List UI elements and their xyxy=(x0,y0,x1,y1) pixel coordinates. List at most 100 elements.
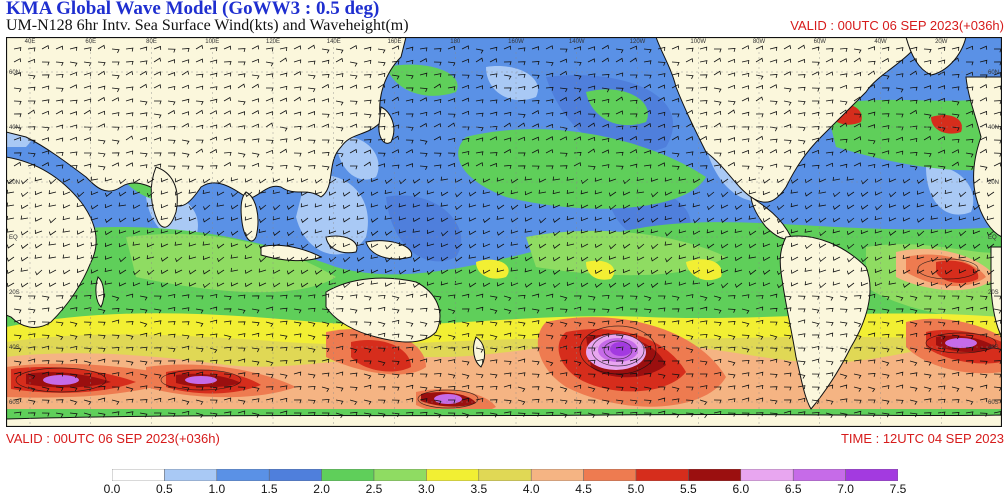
wind-barb xyxy=(335,386,344,392)
wind-barb xyxy=(566,230,575,235)
wind-barb xyxy=(587,136,596,141)
wind-barb xyxy=(139,295,148,301)
wind-barb xyxy=(349,112,358,117)
wind-barb xyxy=(202,282,211,289)
wind-barb xyxy=(364,360,372,365)
wind-barb xyxy=(447,334,456,340)
wind-barb xyxy=(167,293,176,299)
wind-barb xyxy=(902,217,911,222)
wind-barb xyxy=(699,385,708,390)
wind-barb xyxy=(223,122,232,128)
wind-barb xyxy=(258,228,267,234)
wind-barb xyxy=(335,57,344,63)
wind-barb xyxy=(321,386,330,393)
wind-barb xyxy=(223,85,231,90)
wind-barb xyxy=(609,177,617,182)
colorbar-tick-label: 0.5 xyxy=(156,482,173,496)
wind-barb xyxy=(832,281,841,286)
wind-barb xyxy=(167,59,175,64)
wind-barb xyxy=(237,100,246,106)
wind-barb xyxy=(244,203,253,208)
wind-barb xyxy=(531,100,540,105)
wind-barb xyxy=(811,386,820,391)
wind-barb xyxy=(237,61,246,66)
wind-barb xyxy=(839,84,848,89)
wind-barb xyxy=(468,217,477,222)
wind-barb xyxy=(503,384,512,389)
wind-barb xyxy=(755,85,763,90)
wind-barb xyxy=(727,334,736,340)
wind-barb xyxy=(923,72,932,77)
wind-barb xyxy=(223,45,232,50)
wind-barb xyxy=(97,321,106,326)
wind-barb xyxy=(160,243,169,248)
wind-barb xyxy=(665,230,673,237)
wind-barb xyxy=(188,189,197,194)
wind-barb xyxy=(734,204,743,210)
wind-barb xyxy=(657,96,666,102)
wind-barb xyxy=(251,398,260,403)
wind-barb xyxy=(692,280,701,285)
wind-barb xyxy=(475,162,484,167)
wind-barb xyxy=(881,163,890,168)
wind-barb xyxy=(594,228,603,233)
wind-barb xyxy=(664,177,673,182)
wind-barb xyxy=(923,135,932,141)
wind-barb xyxy=(629,57,638,63)
wind-barb xyxy=(223,373,232,378)
wind-barb xyxy=(83,373,92,378)
wind-barb xyxy=(678,202,687,207)
wind-barb xyxy=(335,162,344,167)
wind-barb xyxy=(20,204,29,210)
wind-barb xyxy=(496,268,505,273)
wind-barb xyxy=(580,190,589,195)
wind-barb xyxy=(874,241,883,247)
wind-barb xyxy=(419,57,428,63)
wind-barb xyxy=(489,295,498,301)
wind-barb xyxy=(13,319,22,324)
wind-barb xyxy=(867,386,876,393)
wind-barb xyxy=(678,189,687,194)
wind-barb xyxy=(762,256,771,262)
wind-barb xyxy=(482,269,491,275)
wind-barb xyxy=(881,373,890,379)
wind-barb xyxy=(629,321,638,326)
wind-barb xyxy=(377,125,386,130)
wind-barb xyxy=(524,217,533,222)
wind-barb xyxy=(825,48,834,53)
wind-barb xyxy=(839,295,848,301)
wind-barb xyxy=(965,295,974,301)
wind-barb xyxy=(664,191,673,196)
wind-barb xyxy=(847,256,855,263)
wind-barb xyxy=(629,163,638,168)
wind-barb xyxy=(769,59,778,64)
wind-barb xyxy=(825,321,834,326)
lat-label: 20N xyxy=(9,180,20,186)
wind-barb xyxy=(377,347,386,352)
wind-barb xyxy=(448,399,456,404)
colorbar-segment xyxy=(635,469,689,481)
wind-barb xyxy=(573,61,582,66)
wind-barb xyxy=(405,308,414,313)
wind-barb xyxy=(587,122,596,128)
wind-barb xyxy=(258,189,267,194)
wind-barb xyxy=(797,360,806,366)
graticule xyxy=(6,37,1002,427)
wind-barb xyxy=(545,293,554,298)
wind-barb xyxy=(125,321,134,326)
wind-barb xyxy=(419,307,428,312)
wind-barb xyxy=(55,321,64,327)
wind-barb xyxy=(489,334,498,340)
wind-barb xyxy=(671,72,680,77)
wind-barb xyxy=(146,243,155,248)
wind-barb xyxy=(223,346,232,351)
wind-barb xyxy=(13,411,22,416)
wind-barb xyxy=(468,203,477,208)
wind-barb xyxy=(363,99,372,104)
wind-barb xyxy=(307,111,315,116)
wind-barb xyxy=(629,45,638,50)
wind-barb xyxy=(741,294,750,299)
wind-barb xyxy=(587,113,596,118)
wind-barb xyxy=(349,411,358,416)
wind-barb xyxy=(650,256,659,262)
